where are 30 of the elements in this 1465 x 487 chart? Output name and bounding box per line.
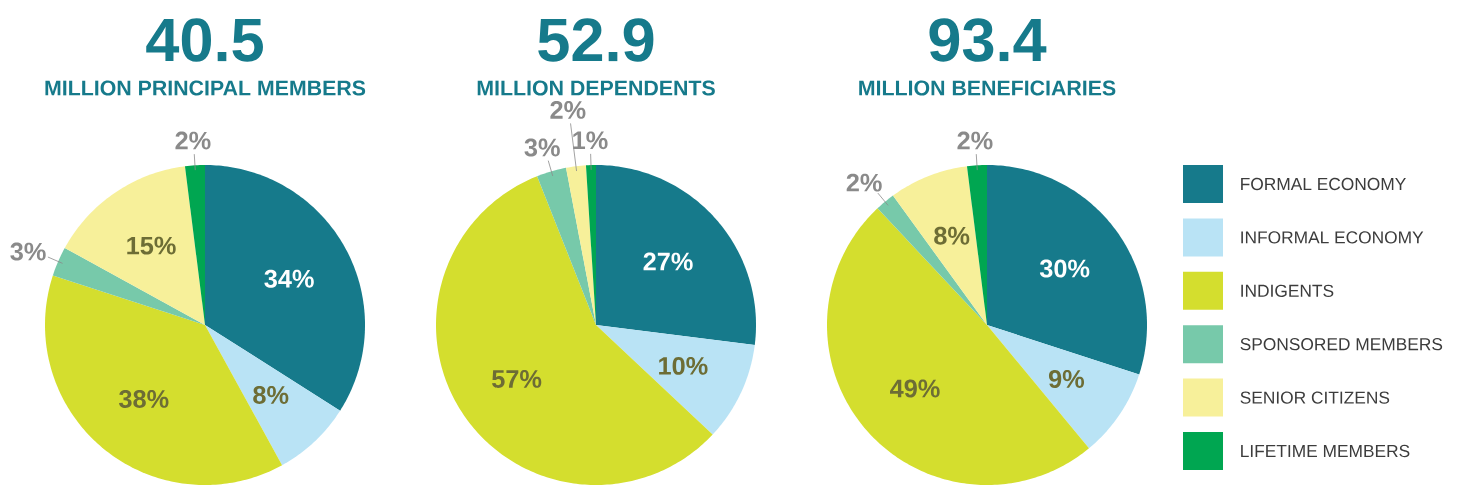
data-label: 9% — [1048, 370, 1085, 388]
chart-title: 93.4 — [929, 18, 1047, 62]
legend-label: FORMAL ECONOMY — [1241, 177, 1406, 191]
data-label: 49% — [890, 379, 940, 398]
chart-title: 40.5 — [146, 18, 263, 62]
data-label: 2% — [957, 131, 993, 150]
data-label: 8% — [934, 226, 970, 245]
data-label: 30% — [1039, 259, 1090, 278]
legend-label: INFORMAL ECONOMY — [1241, 231, 1424, 244]
data-label: 2% — [846, 173, 882, 192]
data-label: 38% — [119, 389, 169, 408]
chart-title: 52.9 — [538, 18, 654, 62]
data-label: 2% — [550, 100, 586, 119]
data-label: 10% — [659, 356, 708, 375]
data-label: 2% — [175, 131, 211, 150]
chart-subtitle: MILLION DEPENDENTS — [477, 80, 715, 96]
data-label: 15% — [127, 236, 176, 255]
legend-label: SPONSORED MEMBERS — [1240, 338, 1443, 351]
data-label: 57% — [492, 370, 542, 388]
data-label: 3% — [524, 138, 560, 157]
data-label: 3% — [10, 242, 46, 261]
chart-subtitle: MILLION BENEFICIARIES — [859, 80, 1116, 96]
data-label: 27% — [643, 252, 693, 271]
legend-label: SENIOR CITIZENS — [1240, 391, 1390, 404]
legend-label: LIFETIME MEMBERS — [1241, 444, 1410, 458]
data-label: 1% — [573, 131, 608, 150]
data-label: 8% — [253, 386, 289, 404]
chart-subtitle: MILLION PRINCIPAL MEMBERS — [45, 80, 366, 96]
data-label: 34% — [264, 269, 314, 288]
legend-label: INDIGENTS — [1241, 284, 1334, 297]
